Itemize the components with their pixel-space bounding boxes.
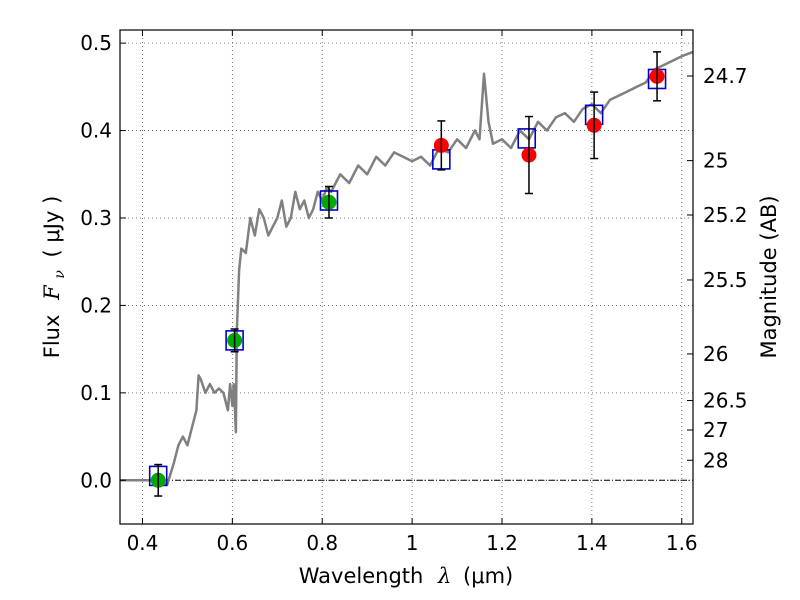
- y-tick-label: 0.4: [80, 119, 112, 143]
- spectrum-line: [120, 50, 694, 486]
- x-tick-label: 1: [406, 531, 419, 555]
- x-tick-label: 1.6: [666, 531, 698, 555]
- y-tick-label: 0.3: [80, 206, 112, 230]
- x-axis-label-symbol: λ: [437, 564, 451, 588]
- y-tick-label: 0.5: [80, 31, 112, 55]
- plot-background: [120, 30, 693, 524]
- y-axis-label-subscript: ν: [52, 270, 68, 279]
- y-axis: 0.0 0.1 0.2 0.3 0.4 0.5: [80, 31, 126, 492]
- x-axis-label-units: (μm): [463, 564, 513, 588]
- x-axis-label-text: Wavelength: [299, 564, 424, 588]
- x-tick-label: 0.4: [127, 531, 159, 555]
- x-tick-label: 1.4: [576, 531, 608, 555]
- magnitude-axis-label: Magnitude (AB): [757, 195, 781, 358]
- series-layer: [120, 50, 694, 497]
- magnitude-tick-label: 25: [703, 149, 728, 173]
- magnitude-tick-label: 26.5: [703, 389, 748, 413]
- magnitude-tick-label: 25.2: [703, 203, 748, 227]
- y-tick-label: 0.0: [80, 468, 112, 492]
- y-tick-label: 0.1: [80, 381, 112, 405]
- magnitude-tick-label: 27: [703, 418, 728, 442]
- x-tick-label: 0.8: [306, 531, 338, 555]
- plot-frame: [119, 29, 694, 525]
- y-tick-label: 0.2: [80, 293, 112, 317]
- x-axis: 0.4 0.6 0.8 1 1.2 1.4 1.6: [127, 30, 698, 555]
- y-axis-label-text: Flux: [40, 315, 64, 359]
- magnitude-tick-label: 26: [703, 342, 728, 366]
- x-tick-label: 1.2: [486, 531, 518, 555]
- y-axis-label: Flux F ν ( μJy ): [40, 196, 69, 359]
- magnitude-tick-label: 25.5: [703, 268, 748, 292]
- x-axis-label: Wavelength λ (μm): [299, 564, 513, 588]
- magnitude-tick-label: 24.7: [703, 64, 748, 88]
- y-axis-label-units: ( μJy ): [40, 196, 64, 258]
- magnitude-axis: 24.7 25 25.2 25.5 26 26.5 27 28: [687, 64, 748, 472]
- x-tick-label: 0.6: [216, 531, 248, 555]
- y-axis-label-symbol: F: [40, 284, 64, 301]
- magnitude-tick-label: 28: [703, 448, 728, 472]
